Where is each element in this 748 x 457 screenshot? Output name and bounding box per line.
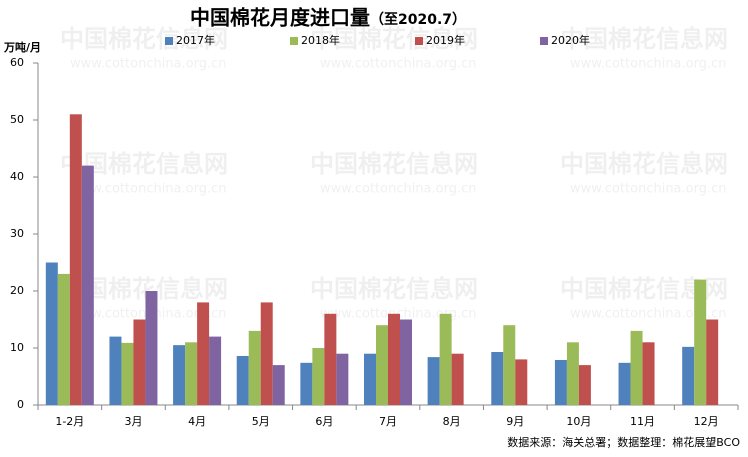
x-tick-label: 11月 [630, 415, 655, 428]
legend-label: 2017年 [176, 33, 215, 47]
bar [272, 365, 285, 405]
bar [400, 319, 412, 405]
bar [45, 262, 58, 405]
bar [618, 362, 631, 405]
x-tick-label: 4月 [188, 415, 206, 428]
bar [236, 355, 249, 405]
bar [503, 325, 516, 405]
bar [197, 302, 210, 405]
watermark: 中国棉花信息网 [310, 25, 478, 53]
watermark-url: www.cottonchina.org.cn [570, 307, 727, 322]
y-tick-label: 30 [10, 227, 24, 240]
watermark: 中国棉花信息网 [560, 25, 728, 53]
legend-swatch [290, 37, 298, 45]
bar [364, 353, 376, 405]
bar [515, 359, 528, 405]
bar [312, 348, 325, 405]
bar [554, 359, 567, 405]
bar [566, 342, 579, 405]
bar [121, 342, 134, 405]
watermark-url: www.cottonchina.org.cn [570, 182, 727, 197]
bar [173, 345, 186, 405]
bar [682, 346, 695, 405]
bar [336, 353, 349, 405]
bar [209, 336, 222, 405]
x-tick-label: 12月 [694, 415, 719, 428]
bar [185, 342, 198, 405]
y-axis-label: 万吨/月 [3, 40, 41, 54]
x-tick-label: 8月 [443, 415, 461, 428]
bar [439, 313, 452, 405]
x-tick-label: 7月 [379, 415, 397, 428]
bar [491, 351, 504, 405]
bar [300, 362, 313, 405]
bar [706, 319, 719, 405]
watermark: 中国棉花信息网 [310, 275, 478, 303]
watermark: 中国棉花信息网 [560, 150, 728, 178]
bar [578, 365, 591, 405]
bar [109, 336, 122, 405]
watermark-url: www.cottonchina.org.cn [320, 182, 477, 197]
bar [260, 302, 273, 405]
chart-title: 中国棉花月度进口量 [190, 6, 370, 30]
watermark-url: www.cottonchina.org.cn [70, 182, 227, 197]
legend-label: 2018年 [301, 33, 340, 47]
y-tick-label: 20 [10, 284, 24, 297]
watermark-url: www.cottonchina.org.cn [570, 57, 727, 72]
bar [642, 342, 655, 405]
x-tick-label: 10月 [566, 415, 591, 428]
legend-label: 2020年 [551, 33, 590, 47]
y-tick-label: 60 [10, 56, 24, 69]
bar [694, 279, 707, 405]
bar [451, 353, 464, 405]
source-note: 数据来源：海关总署；数据整理：棉花展望BCO [507, 435, 740, 449]
bar [388, 313, 400, 405]
legend-swatch [540, 37, 548, 45]
x-tick-label: 6月 [315, 415, 333, 428]
bar [427, 357, 440, 405]
legend-swatch [415, 37, 423, 45]
bar [133, 319, 146, 405]
x-tick-label: 9月 [506, 415, 524, 428]
x-tick-label: 5月 [252, 415, 270, 428]
y-tick-label: 10 [10, 341, 24, 354]
legend-label: 2019年 [426, 33, 465, 47]
bar [81, 165, 94, 405]
x-tick-label: 3月 [124, 415, 142, 428]
bar [248, 330, 261, 405]
y-tick-label: 40 [10, 170, 24, 183]
chart-subtitle: （至2020.7） [370, 12, 466, 28]
watermark-url: www.cottonchina.org.cn [70, 57, 227, 72]
x-tick-label: 1-2月 [55, 415, 84, 428]
watermark-url: www.cottonchina.org.cn [320, 57, 477, 72]
bar [630, 330, 643, 405]
legend-swatch [165, 37, 173, 45]
bar [69, 114, 82, 406]
watermark: 中国棉花信息网 [310, 150, 478, 178]
bar [376, 325, 388, 405]
bar [145, 291, 158, 405]
bar [57, 273, 70, 405]
y-tick-label: 50 [10, 113, 24, 126]
y-tick-label: 0 [17, 398, 24, 411]
watermark: 中国棉花信息网 [60, 25, 228, 53]
bar [324, 313, 337, 405]
